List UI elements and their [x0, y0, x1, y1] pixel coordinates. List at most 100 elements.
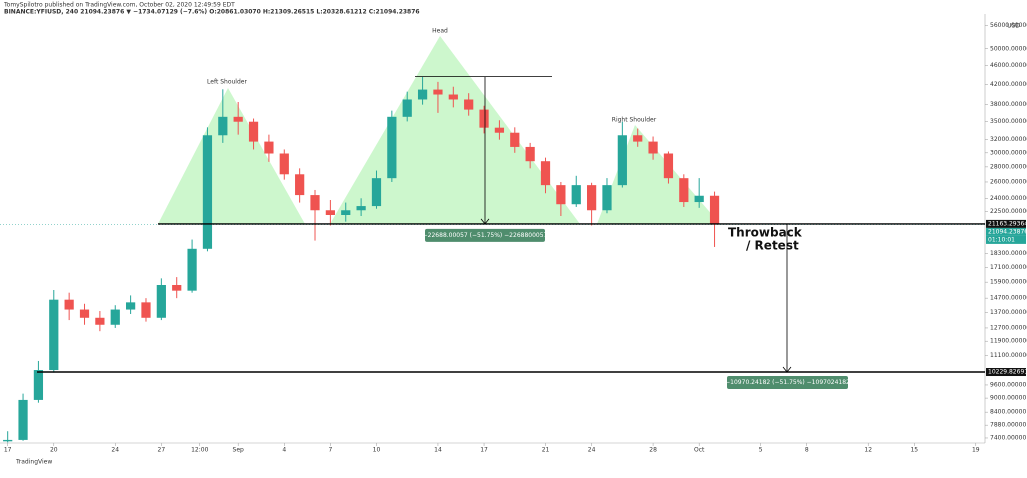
candle-body: [694, 195, 704, 203]
candle-body: [587, 185, 597, 211]
y-tick-label: 17100.00000: [990, 264, 1027, 271]
y-tick-label: 13700.00000: [990, 309, 1027, 316]
y-tick-label: 15900.00000: [990, 279, 1027, 286]
y-tick-label: 35000.00000: [990, 118, 1027, 125]
candle-body: [264, 141, 274, 154]
x-tick-label: 4: [282, 447, 286, 454]
candle-body: [679, 178, 689, 203]
y-tick-label: 8400.00000: [990, 409, 1026, 416]
candle-body: [79, 309, 90, 318]
left-shoulder-label: Left Shoulder: [207, 79, 247, 86]
candle-body: [356, 206, 366, 211]
measure-text: −22688.00057 (−51.75%) −2268800057: [423, 232, 548, 239]
candle-body: [494, 127, 505, 133]
candle-body: [95, 317, 105, 325]
y-tick-label: 14700.00000: [990, 295, 1027, 302]
last-price-tag-box: [986, 227, 1026, 236]
right-shoulder-shape: [597, 125, 720, 224]
x-tick-label: 5: [759, 447, 763, 454]
measure-box: [425, 228, 545, 242]
y-tick-label: 18300.00000: [990, 250, 1027, 257]
candle-body: [187, 248, 197, 291]
x-tick-label: 15: [910, 447, 918, 454]
y-tick-label: 30000.00000: [990, 149, 1027, 156]
candle-body: [310, 195, 320, 211]
candle-body: [233, 116, 243, 122]
candle-body: [110, 309, 120, 325]
retest-label: / Retest: [746, 239, 799, 253]
neckline-tag-box: [986, 219, 1026, 228]
candle-body: [141, 302, 151, 318]
candle-body: [387, 116, 397, 179]
candle-body: [433, 89, 443, 95]
y-tick-label: 56000.00000: [990, 22, 1027, 29]
countdown-tag: 01:10:01: [988, 236, 1015, 243]
x-tick-label: 17: [4, 447, 12, 454]
candle-body: [448, 94, 458, 100]
measure-box: [727, 376, 848, 390]
x-tick-label: 27: [158, 447, 166, 454]
y-tick-label: 42000.00000: [990, 81, 1027, 88]
candle-body: [417, 89, 428, 100]
countdown-tag-box: [986, 235, 1026, 244]
candle-body: [126, 302, 136, 310]
candle-body: [172, 285, 182, 291]
arrow-head: [782, 366, 792, 373]
candle-body: [617, 135, 627, 186]
candle-body: [248, 121, 259, 142]
y-tick-label: 28000.00000: [990, 163, 1027, 170]
candle-body: [571, 185, 581, 205]
symbol-line: BINANCE:YFIUSD, 240 21094.23876 ▼ −1734.…: [4, 9, 420, 16]
x-tick-label: Sep: [233, 447, 245, 454]
x-tick-label: Oct: [694, 447, 705, 454]
candle-body: [709, 195, 720, 225]
candle-body: [648, 141, 658, 154]
target-tag: 10229.82691: [988, 369, 1027, 376]
y-tick-label: 9000.00000: [990, 395, 1026, 402]
x-tick-label: 12:00: [191, 447, 208, 454]
y-tick-label: 7400.00000: [990, 434, 1026, 441]
arrow-head: [480, 218, 490, 225]
target-tag-box: [986, 368, 1026, 377]
candle-body: [663, 153, 674, 179]
y-tick-label: 46000.00000: [990, 62, 1027, 69]
candle-body: [371, 178, 382, 207]
candle-body: [556, 185, 566, 205]
x-tick-label: 8: [805, 447, 809, 454]
y-tick-label: 11900.00000: [990, 338, 1027, 345]
candle-body: [18, 399, 28, 440]
right-shoulder-label: Right Shoulder: [612, 117, 657, 124]
candle-body: [202, 135, 213, 249]
candle-body: [402, 99, 412, 117]
y-tick-label: 38000.00000: [990, 101, 1027, 108]
candle-body: [64, 299, 74, 310]
candle-body: [295, 174, 305, 196]
candle-body: [464, 99, 474, 110]
y-tick-label: 26000.00000: [990, 178, 1027, 185]
y-tick-label: 24000.00000: [990, 195, 1027, 202]
candle-body: [633, 135, 643, 142]
x-tick-label: 20: [50, 447, 58, 454]
x-tick-label: 28: [649, 447, 657, 454]
measure-text: −10970.24182 (−51.75%) −1097024182: [725, 379, 850, 386]
candle-body: [325, 210, 335, 215]
y-tick-label: 32000.00000: [990, 136, 1027, 143]
candle-body: [341, 210, 351, 215]
throwback-label: Throwback: [728, 226, 803, 240]
candle-body: [540, 161, 551, 186]
candle-body: [156, 285, 166, 318]
x-tick-label: 14: [434, 447, 442, 454]
x-tick-label: 12: [864, 447, 872, 454]
x-tick-label: 21: [542, 447, 550, 454]
x-tick-label: 24: [111, 447, 119, 454]
last-price-tag: 21094.23876: [988, 228, 1027, 235]
y-tick-label: 22500.00000: [990, 208, 1027, 215]
x-tick-label: 10: [373, 447, 381, 454]
x-tick-label: 19: [972, 447, 980, 454]
candle-body: [218, 116, 228, 136]
candle-body: [510, 132, 520, 147]
candle-body: [49, 299, 59, 371]
candle-body: [602, 185, 612, 211]
neckline-tag: 21163.29364: [988, 220, 1027, 227]
